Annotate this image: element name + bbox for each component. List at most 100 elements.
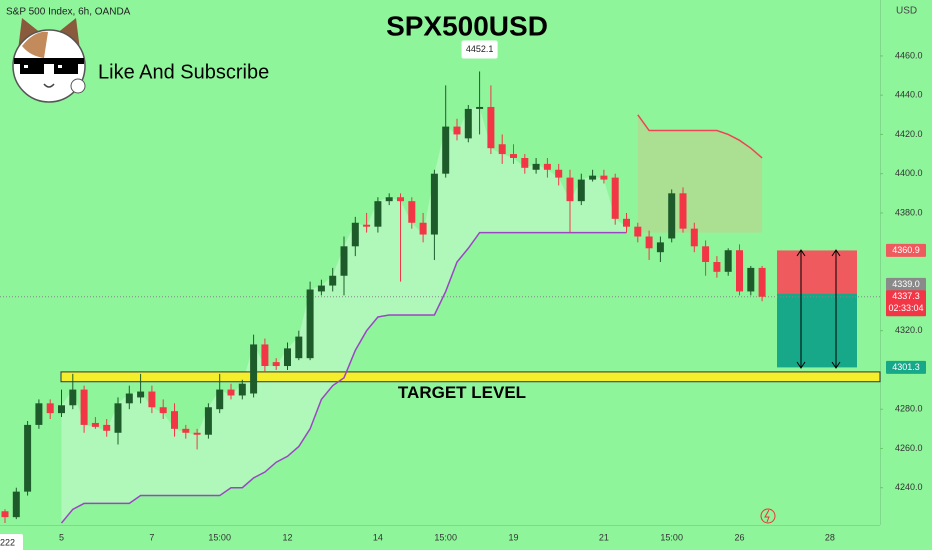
subtitle: S&P 500 Index, 6h, OANDA [6, 7, 131, 18]
mascot [12, 18, 86, 103]
candle-body [261, 344, 269, 367]
candle-body [690, 228, 698, 247]
candle-body [317, 285, 325, 292]
candle-body [329, 275, 337, 286]
price-tag-label: 4301.3 [892, 362, 920, 372]
candle-body [510, 154, 517, 158]
candle-body [340, 246, 348, 276]
position-arrows [796, 249, 841, 369]
candle-body [12, 491, 20, 518]
candle-body [645, 236, 653, 249]
candle-body [747, 267, 755, 292]
x-tick-label: 26 [734, 532, 744, 542]
candle-body [600, 175, 608, 180]
candle-body [69, 389, 77, 406]
annotation: Like And Subscribe [98, 61, 269, 83]
candle-body [182, 428, 190, 433]
price-tag [886, 360, 926, 374]
y-tick-label: 4440.0 [895, 90, 923, 100]
candle-body [724, 250, 732, 272]
candle-body [668, 193, 676, 239]
candle-body [713, 262, 721, 272]
candle-body [498, 144, 506, 155]
candle-body [125, 393, 133, 404]
logo-icon [760, 508, 776, 524]
candle-body [543, 163, 551, 170]
candle-body [374, 201, 382, 227]
target-label: TARGET LEVEL [398, 383, 526, 402]
x-tick-label: 28 [825, 532, 835, 542]
candle-body [532, 163, 540, 170]
candle-body [476, 106, 484, 109]
candle-body [216, 389, 224, 410]
candle-body [577, 179, 585, 202]
callout-box [0, 534, 23, 550]
candle-body [442, 126, 450, 174]
candle-body [611, 177, 619, 219]
x-tick-label: 15:00 [660, 532, 683, 542]
candle-body [363, 224, 371, 227]
chart-title: SPX500USD [386, 10, 548, 41]
candle-body [159, 407, 167, 414]
x-tick-label: 14 [373, 532, 383, 542]
x-tick-label: 15:00 [434, 532, 457, 542]
candle-body [1, 511, 9, 518]
target-band [60, 371, 881, 383]
indicator-line [60, 231, 627, 524]
y-tick-label: 4260.0 [895, 443, 923, 453]
price-tag [886, 243, 926, 257]
target-zone [777, 293, 857, 368]
candle-body [589, 175, 597, 180]
candle-body [453, 126, 461, 135]
candle-body [487, 106, 495, 149]
y-tick-label: 4380.0 [895, 207, 923, 217]
price-tag-label: 4337.3 [892, 291, 920, 301]
candle-body [148, 391, 156, 408]
candle-body [80, 389, 88, 425]
candle-body [566, 177, 574, 202]
candle-body [114, 403, 122, 433]
x-tick-label: 7 [149, 532, 154, 542]
y-tick-label: 4240.0 [895, 482, 923, 492]
candle-body [24, 424, 32, 492]
price-tag [886, 290, 926, 317]
cloud-fill [61, 106, 627, 524]
candle-body [397, 197, 404, 202]
candle-body [284, 348, 291, 367]
candle-body [430, 173, 438, 235]
candle-body [137, 391, 145, 398]
callout-label: 4222 [0, 537, 15, 547]
candle-body [91, 422, 99, 427]
x-tick-label: 15:00 [208, 532, 231, 542]
candle-body [35, 403, 43, 425]
candle-body [656, 242, 664, 253]
candle-body [103, 424, 111, 431]
x-tick-label: 5 [59, 532, 64, 542]
price-tag-label: 4360.9 [892, 245, 920, 255]
y-tick-label: 4420.0 [895, 129, 923, 139]
candle-body [623, 218, 630, 227]
y-tick-label: 4280.0 [895, 404, 923, 414]
candle-body [238, 383, 246, 396]
candle-body [204, 407, 212, 435]
candle-body [736, 250, 743, 292]
candle-body [521, 157, 529, 168]
price-tag [886, 277, 926, 291]
candle-body [227, 389, 235, 396]
candle-body [679, 193, 687, 229]
candle-body [171, 411, 178, 429]
candle-body [634, 226, 642, 237]
x-tick-label: 19 [508, 532, 518, 542]
y-axis-label: USD [896, 6, 917, 17]
y-tick-label: 4460.0 [895, 50, 923, 60]
x-tick-label: 21 [599, 532, 609, 542]
candle-body [385, 197, 393, 202]
candle-body [351, 222, 359, 247]
candle-body [758, 267, 766, 297]
plot: TARGET LEVEL 4452.1 4222 [0, 40, 881, 550]
callout-box [461, 40, 498, 59]
indicator-line [637, 114, 763, 159]
candle-body [193, 432, 201, 435]
y-tick-label: 4400.0 [895, 168, 923, 178]
